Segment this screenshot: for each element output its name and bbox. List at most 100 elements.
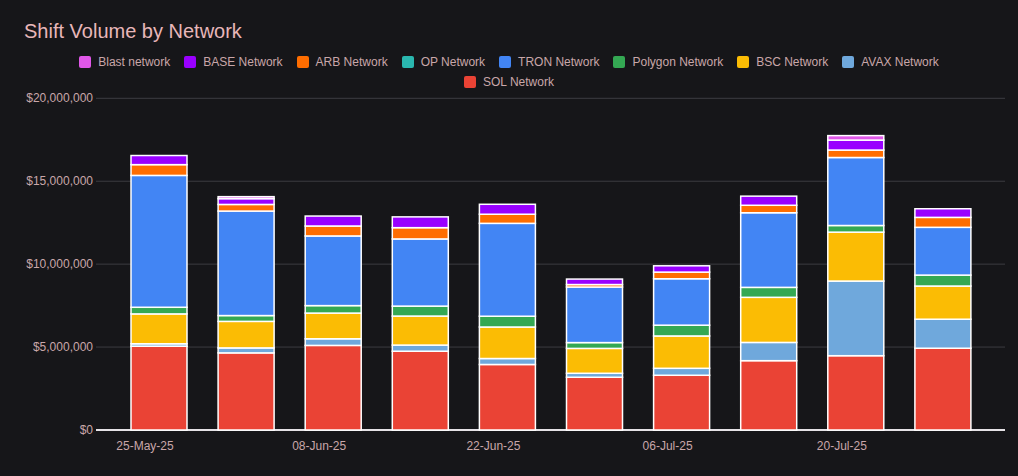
bar-segment-avax-network[interactable]: [305, 339, 361, 346]
bar-segment-bsc-network[interactable]: [479, 327, 535, 359]
bar-segment-avax-network[interactable]: [741, 342, 797, 360]
bar-group: [654, 266, 710, 430]
bar-segment-arb-network[interactable]: [479, 214, 535, 223]
legend-label: BSC Network: [756, 55, 828, 69]
legend-label: Polygon Network: [632, 55, 723, 69]
bar-segment-tron-network[interactable]: [828, 158, 884, 226]
bar-segment-arb-network[interactable]: [305, 226, 361, 236]
bar-segment-tron-network[interactable]: [654, 279, 710, 325]
legend-item-op-network[interactable]: OP Network: [402, 55, 485, 69]
bar-segment-bsc-network[interactable]: [305, 313, 361, 339]
bar-segment-base-network[interactable]: [567, 279, 623, 284]
bar-segment-bsc-network[interactable]: [741, 297, 797, 342]
legend-item-sol-network[interactable]: SOL Network: [464, 75, 554, 89]
bar-segment-polygon-network[interactable]: [479, 316, 535, 327]
bar-segment-arb-network[interactable]: [915, 217, 971, 227]
bar-segment-bsc-network[interactable]: [915, 286, 971, 319]
x-tick-label: 25-May-25: [116, 439, 174, 453]
bar-segment-tron-network[interactable]: [741, 213, 797, 288]
bar-segment-base-network[interactable]: [392, 217, 448, 228]
bar-segment-tron-network[interactable]: [392, 239, 448, 306]
bar-segment-sol-network[interactable]: [828, 356, 884, 430]
bar-segment-bsc-network[interactable]: [654, 336, 710, 368]
bar-segment-base-network[interactable]: [305, 216, 361, 226]
bar-segment-arb-network[interactable]: [741, 205, 797, 212]
bar-segment-avax-network[interactable]: [654, 368, 710, 375]
bar-segment-arb-network[interactable]: [828, 150, 884, 157]
bar-segment-base-network[interactable]: [131, 156, 187, 165]
bar-segment-sol-network[interactable]: [567, 377, 623, 430]
legend-item-tron-network[interactable]: TRON Network: [499, 55, 599, 69]
bar-segment-tron-network[interactable]: [915, 227, 971, 275]
bar-segment-bsc-network[interactable]: [392, 316, 448, 345]
y-tick-label: $0: [80, 423, 94, 437]
legend-item-arb-network[interactable]: ARB Network: [297, 55, 388, 69]
bar-segment-polygon-network[interactable]: [654, 325, 710, 336]
bar-segment-base-network[interactable]: [915, 209, 971, 218]
legend-item-base-network[interactable]: BASE Network: [184, 55, 282, 69]
bar-group: [479, 204, 535, 430]
bar-segment-bsc-network[interactable]: [218, 321, 274, 348]
legend-item-bsc-network[interactable]: BSC Network: [737, 55, 828, 69]
legend-label: SOL Network: [483, 75, 554, 89]
bar-group: [567, 279, 623, 430]
bar-segment-avax-network[interactable]: [479, 359, 535, 365]
legend-swatch: [499, 56, 511, 68]
bar-segment-tron-network[interactable]: [218, 211, 274, 315]
bar-segment-avax-network[interactable]: [392, 345, 448, 351]
legend-item-avax-network[interactable]: AVAX Network: [842, 55, 939, 69]
bar-segment-tron-network[interactable]: [305, 236, 361, 306]
bar-segment-bsc-network[interactable]: [828, 232, 884, 281]
bar-segment-sol-network[interactable]: [392, 351, 448, 430]
bar-segment-bsc-network[interactable]: [131, 314, 187, 344]
bar-segment-polygon-network[interactable]: [828, 226, 884, 233]
x-tick-label: 06-Jul-25: [643, 439, 693, 453]
bar-segment-polygon-network[interactable]: [567, 343, 623, 349]
bar-segment-tron-network[interactable]: [567, 287, 623, 343]
legend-swatch: [79, 56, 91, 68]
bar-segment-arb-network[interactable]: [392, 228, 448, 239]
bar-segment-base-network[interactable]: [218, 199, 274, 205]
bar-segment-polygon-network[interactable]: [741, 287, 797, 297]
x-tick-label: 08-Jun-25: [292, 439, 346, 453]
bar-segment-polygon-network[interactable]: [131, 307, 187, 314]
bar-segment-base-network[interactable]: [741, 196, 797, 205]
bar-segment-sol-network[interactable]: [131, 346, 187, 430]
bar-segment-sol-network[interactable]: [915, 348, 971, 430]
bar-group: [915, 209, 971, 430]
bar-segment-base-network[interactable]: [828, 140, 884, 150]
bar-segment-blast-network[interactable]: [828, 136, 884, 140]
bar-segment-blast-network[interactable]: [218, 197, 274, 199]
bar-segment-sol-network[interactable]: [305, 345, 361, 430]
bar-segment-arb-network[interactable]: [131, 165, 187, 176]
bar-segment-tron-network[interactable]: [131, 175, 187, 307]
bar-segment-tron-network[interactable]: [479, 223, 535, 316]
bar-segment-arb-network[interactable]: [218, 204, 274, 211]
bar-segment-polygon-network[interactable]: [915, 275, 971, 286]
bar-group: [741, 196, 797, 430]
y-tick-label: $10,000,000: [26, 257, 93, 271]
bar-segment-sol-network[interactable]: [218, 353, 274, 430]
legend-swatch: [613, 56, 625, 68]
x-tick-label: 22-Jun-25: [466, 439, 520, 453]
bar-segment-base-network[interactable]: [479, 204, 535, 214]
legend-label: ARB Network: [316, 55, 388, 69]
legend-swatch: [464, 76, 476, 88]
bar-segment-sol-network[interactable]: [654, 375, 710, 430]
legend-item-polygon-network[interactable]: Polygon Network: [613, 55, 723, 69]
bar-segment-avax-network[interactable]: [828, 281, 884, 356]
legend-label: OP Network: [421, 55, 485, 69]
y-tick-label: $20,000,000: [26, 91, 93, 105]
bar-segment-polygon-network[interactable]: [218, 316, 274, 322]
legend-label: BASE Network: [203, 55, 282, 69]
bar-segment-polygon-network[interactable]: [305, 306, 361, 313]
bar-segment-polygon-network[interactable]: [392, 306, 448, 316]
bar-segment-base-network[interactable]: [654, 266, 710, 272]
bar-segment-sol-network[interactable]: [741, 361, 797, 430]
bar-segment-sol-network[interactable]: [479, 364, 535, 430]
bar-segment-arb-network[interactable]: [654, 272, 710, 279]
legend-item-blast-network[interactable]: Blast network: [79, 55, 170, 69]
x-tick-label: 20-Jul-25: [817, 439, 867, 453]
bar-segment-bsc-network[interactable]: [567, 348, 623, 373]
bar-segment-avax-network[interactable]: [915, 319, 971, 348]
